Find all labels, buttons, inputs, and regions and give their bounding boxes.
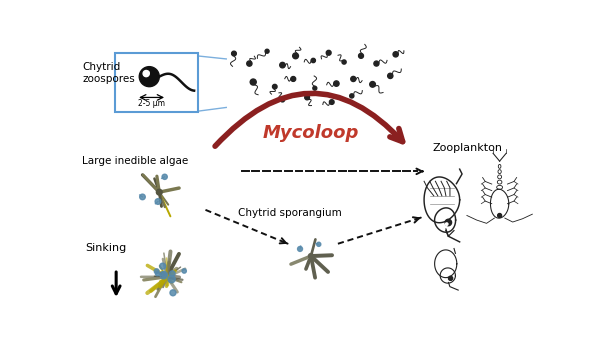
Circle shape (370, 82, 376, 87)
Circle shape (316, 242, 321, 246)
Circle shape (265, 49, 269, 53)
Text: Chytrid
zoospores: Chytrid zoospores (82, 62, 135, 84)
FancyArrowPatch shape (215, 93, 402, 146)
Circle shape (330, 100, 334, 104)
Circle shape (140, 194, 145, 200)
Circle shape (351, 76, 356, 82)
Circle shape (342, 60, 346, 64)
Circle shape (232, 51, 236, 56)
Circle shape (155, 199, 161, 204)
Circle shape (304, 95, 309, 100)
Circle shape (445, 219, 451, 226)
Circle shape (326, 50, 331, 55)
Text: Sinking: Sinking (85, 243, 127, 253)
Circle shape (162, 273, 166, 277)
Circle shape (311, 58, 315, 63)
Circle shape (168, 275, 176, 283)
Circle shape (448, 276, 453, 280)
Text: Mycoloop: Mycoloop (263, 124, 359, 142)
Circle shape (182, 269, 186, 273)
Circle shape (154, 269, 159, 274)
Circle shape (170, 290, 176, 296)
Circle shape (156, 189, 162, 195)
Circle shape (293, 53, 298, 59)
Circle shape (445, 223, 448, 225)
Text: Large inedible algae: Large inedible algae (82, 156, 189, 166)
Circle shape (313, 86, 317, 90)
Circle shape (297, 246, 303, 251)
Circle shape (247, 61, 252, 66)
Text: 2-5 μm: 2-5 μm (138, 99, 165, 108)
Circle shape (280, 62, 285, 68)
Text: Chytrid sporangium: Chytrid sporangium (238, 208, 341, 218)
Circle shape (139, 66, 159, 87)
Circle shape (160, 271, 167, 279)
Circle shape (374, 61, 379, 66)
Circle shape (350, 94, 354, 98)
Circle shape (291, 77, 296, 82)
FancyBboxPatch shape (115, 53, 198, 112)
Circle shape (159, 263, 166, 269)
Circle shape (250, 79, 256, 85)
Circle shape (309, 253, 313, 259)
Circle shape (281, 98, 285, 102)
Circle shape (143, 70, 149, 77)
Text: Zooplankton: Zooplankton (432, 143, 502, 153)
Circle shape (155, 272, 160, 276)
Circle shape (334, 81, 339, 86)
Circle shape (162, 174, 167, 180)
Circle shape (359, 54, 364, 58)
Circle shape (387, 73, 393, 78)
Circle shape (393, 52, 398, 57)
Circle shape (170, 271, 175, 277)
Circle shape (272, 84, 277, 89)
Circle shape (498, 214, 501, 217)
Circle shape (146, 71, 149, 74)
